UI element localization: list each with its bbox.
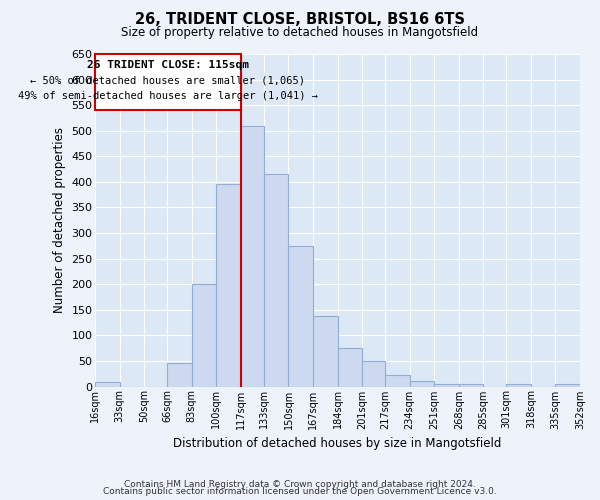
Y-axis label: Number of detached properties: Number of detached properties [53, 128, 65, 314]
Bar [556, 384, 580, 386]
Bar [362, 361, 385, 386]
Bar [241, 126, 264, 386]
FancyBboxPatch shape [95, 54, 241, 110]
Bar [313, 316, 338, 386]
Text: 26, TRIDENT CLOSE, BRISTOL, BS16 6TS: 26, TRIDENT CLOSE, BRISTOL, BS16 6TS [135, 12, 465, 28]
Text: ← 50% of detached houses are smaller (1,065): ← 50% of detached houses are smaller (1,… [31, 76, 305, 86]
Text: 49% of semi-detached houses are larger (1,041) →: 49% of semi-detached houses are larger (… [18, 90, 318, 101]
Text: Contains public sector information licensed under the Open Government Licence v3: Contains public sector information licen… [103, 488, 497, 496]
Text: Contains HM Land Registry data © Crown copyright and database right 2024.: Contains HM Land Registry data © Crown c… [124, 480, 476, 489]
Bar [506, 384, 531, 386]
Text: 26 TRIDENT CLOSE: 115sqm: 26 TRIDENT CLOSE: 115sqm [87, 60, 249, 70]
Bar [217, 184, 241, 386]
Bar [167, 364, 192, 386]
Bar [410, 382, 434, 386]
Bar [385, 376, 410, 386]
Text: Size of property relative to detached houses in Mangotsfield: Size of property relative to detached ho… [121, 26, 479, 39]
Bar [459, 384, 484, 386]
Bar [289, 246, 313, 386]
X-axis label: Distribution of detached houses by size in Mangotsfield: Distribution of detached houses by size … [173, 437, 502, 450]
Bar [264, 174, 289, 386]
Bar [434, 384, 459, 386]
Bar [95, 382, 119, 386]
Bar [192, 284, 217, 386]
Bar [338, 348, 362, 387]
